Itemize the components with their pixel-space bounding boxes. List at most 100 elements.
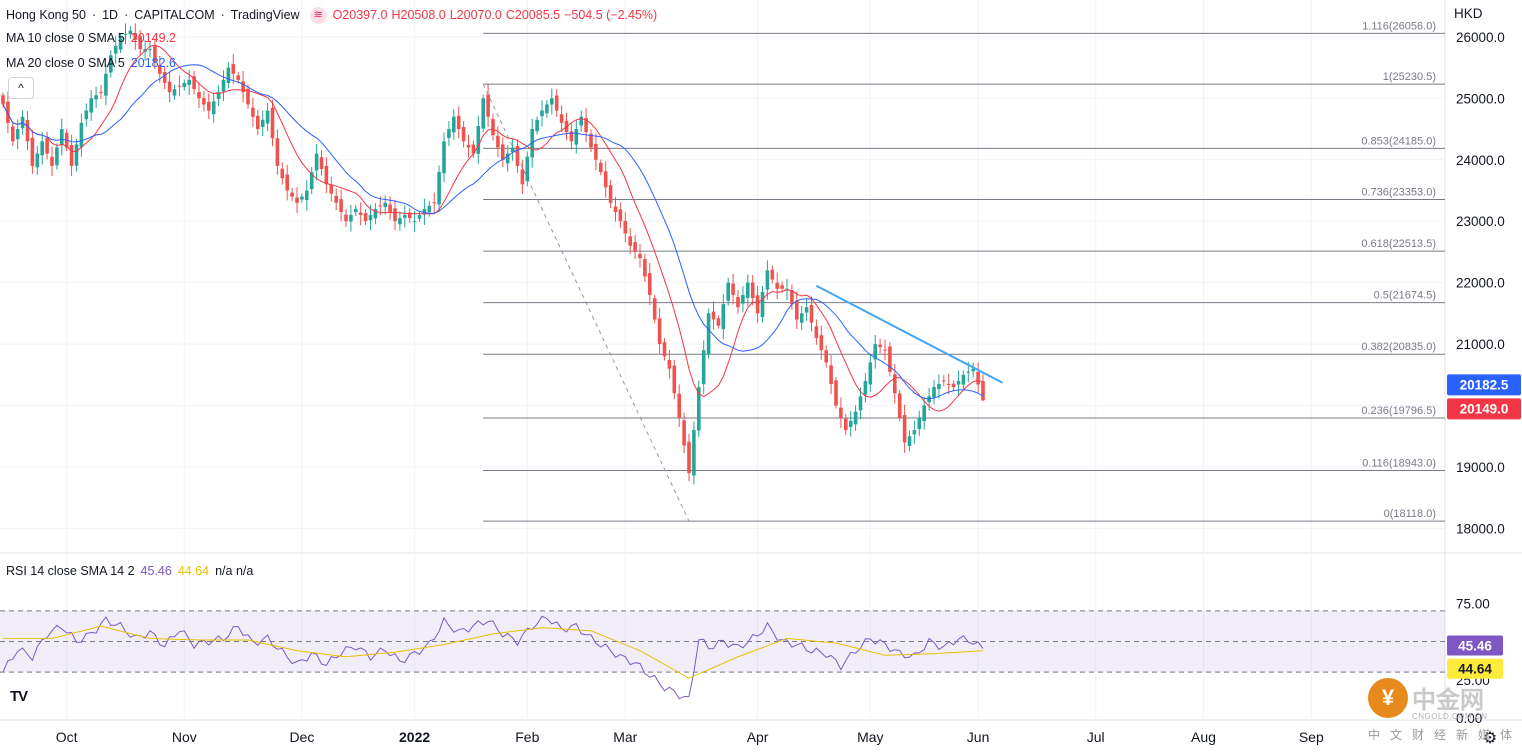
candle-body — [853, 411, 858, 425]
candle-body — [760, 291, 765, 318]
candle-body — [775, 282, 779, 289]
candle-body — [907, 436, 912, 447]
candle-body — [133, 33, 138, 40]
candle-body — [530, 129, 534, 158]
candle-body — [643, 259, 647, 277]
candle-body — [746, 282, 750, 298]
rsi-tick-label: 75.00 — [1456, 596, 1490, 611]
currency-label: HKD — [1454, 6, 1483, 21]
candle-body — [893, 374, 897, 394]
rsi-sma-badge — [1447, 658, 1503, 679]
candle-body — [956, 380, 961, 385]
price-badge — [1447, 398, 1521, 420]
candle-body — [770, 269, 775, 280]
time-tick-label: Mar — [613, 729, 637, 745]
candle-body — [158, 65, 162, 74]
candle-body — [540, 110, 544, 117]
price-tick-label: 23000.0 — [1456, 214, 1505, 229]
rsi-legend[interactable]: RSI 14 close SMA 14 2 45.46 44.64 n/a n/a — [6, 564, 259, 578]
candle-body — [750, 282, 755, 299]
candle-body — [535, 119, 539, 132]
price-badge-label: 20149.0 — [1460, 401, 1509, 416]
candle-body — [550, 98, 554, 105]
collapse-legend-button[interactable]: ^ — [8, 77, 34, 99]
candle-body — [667, 359, 672, 369]
candle-body — [491, 119, 495, 136]
platform-label: TradingView — [230, 7, 300, 22]
fib-level-label: 0.116(18943.0) — [1362, 457, 1436, 469]
ma20-legend[interactable]: MA 20 close 0 SMA 5 20182.6 — [6, 56, 182, 70]
candle-body — [280, 168, 285, 179]
price-tick-label: 24000.0 — [1456, 153, 1505, 168]
ohlc-low: L20070.0 — [449, 7, 502, 22]
candle-body — [221, 79, 226, 92]
price-tick-label: 25000.0 — [1456, 91, 1505, 106]
candle-body — [780, 285, 784, 289]
candle-body — [716, 318, 721, 326]
candle-body — [584, 118, 588, 133]
candle-body — [638, 253, 642, 259]
rsi-tick-label: 0.00 — [1456, 711, 1482, 726]
watermark-logo-icon: ¥ — [1368, 678, 1408, 718]
candle-body — [427, 205, 432, 212]
candle-body — [192, 76, 196, 90]
candle-body — [241, 81, 245, 93]
candle-body — [804, 307, 809, 313]
candle-body — [594, 143, 598, 160]
candle-body — [383, 202, 387, 208]
candle-body — [937, 384, 941, 389]
candle-body — [30, 137, 35, 166]
candle-body — [697, 387, 701, 431]
candle-body — [902, 414, 907, 443]
candle-body — [976, 371, 980, 385]
candle-body — [334, 195, 338, 203]
candle-body — [275, 138, 280, 166]
price-tick-label: 26000.0 — [1456, 30, 1505, 45]
candle-body — [50, 156, 54, 166]
candle-body — [476, 125, 481, 154]
candle-body — [295, 197, 299, 203]
candle-body — [344, 214, 348, 222]
candle-body — [942, 380, 946, 382]
candle-body — [692, 430, 696, 476]
watermark-name: 中金网 — [1412, 687, 1484, 714]
trendline — [815, 284, 1004, 384]
candle-body — [966, 371, 971, 373]
rsi-label: RSI 14 close SMA 14 2 — [6, 564, 135, 578]
price-tick-label: 22000.0 — [1456, 276, 1505, 291]
candle-body — [251, 107, 255, 117]
candle-body — [574, 129, 579, 145]
candle-body — [961, 374, 966, 385]
time-tick-label: 2022 — [399, 729, 430, 745]
tradingview-logo-icon[interactable]: TV — [10, 688, 28, 705]
ma10-line — [2, 44, 984, 412]
settings-gear-icon[interactable]: ⚙ — [1483, 728, 1497, 747]
candle-body — [118, 36, 123, 50]
candle-body — [682, 420, 686, 446]
rsi-sma-line — [3, 625, 984, 679]
rsi-badge — [1447, 635, 1503, 656]
candle-body — [236, 75, 240, 80]
candle-body — [354, 208, 358, 213]
candle-body — [314, 153, 319, 171]
symbol-name[interactable]: Hong Kong 50 — [6, 7, 86, 22]
candle-body — [545, 104, 549, 114]
candle-body — [819, 335, 824, 351]
candle-body — [216, 92, 221, 100]
candle-body — [226, 67, 231, 84]
candle-body — [403, 215, 407, 218]
candle-body — [412, 221, 417, 223]
candle-body — [883, 349, 887, 351]
candle-body — [844, 418, 848, 431]
market-status-icon[interactable]: ≋ — [309, 7, 327, 24]
candle-body — [172, 89, 177, 96]
interval-label[interactable]: 1D — [102, 7, 119, 22]
candle-body — [45, 137, 49, 154]
candle-body — [260, 119, 265, 127]
candle-body — [687, 441, 691, 474]
candle-body — [559, 114, 564, 123]
ma10-legend[interactable]: MA 10 close 0 SMA 5 20149.2 — [6, 31, 182, 45]
time-tick-label: Jul — [1087, 729, 1105, 745]
